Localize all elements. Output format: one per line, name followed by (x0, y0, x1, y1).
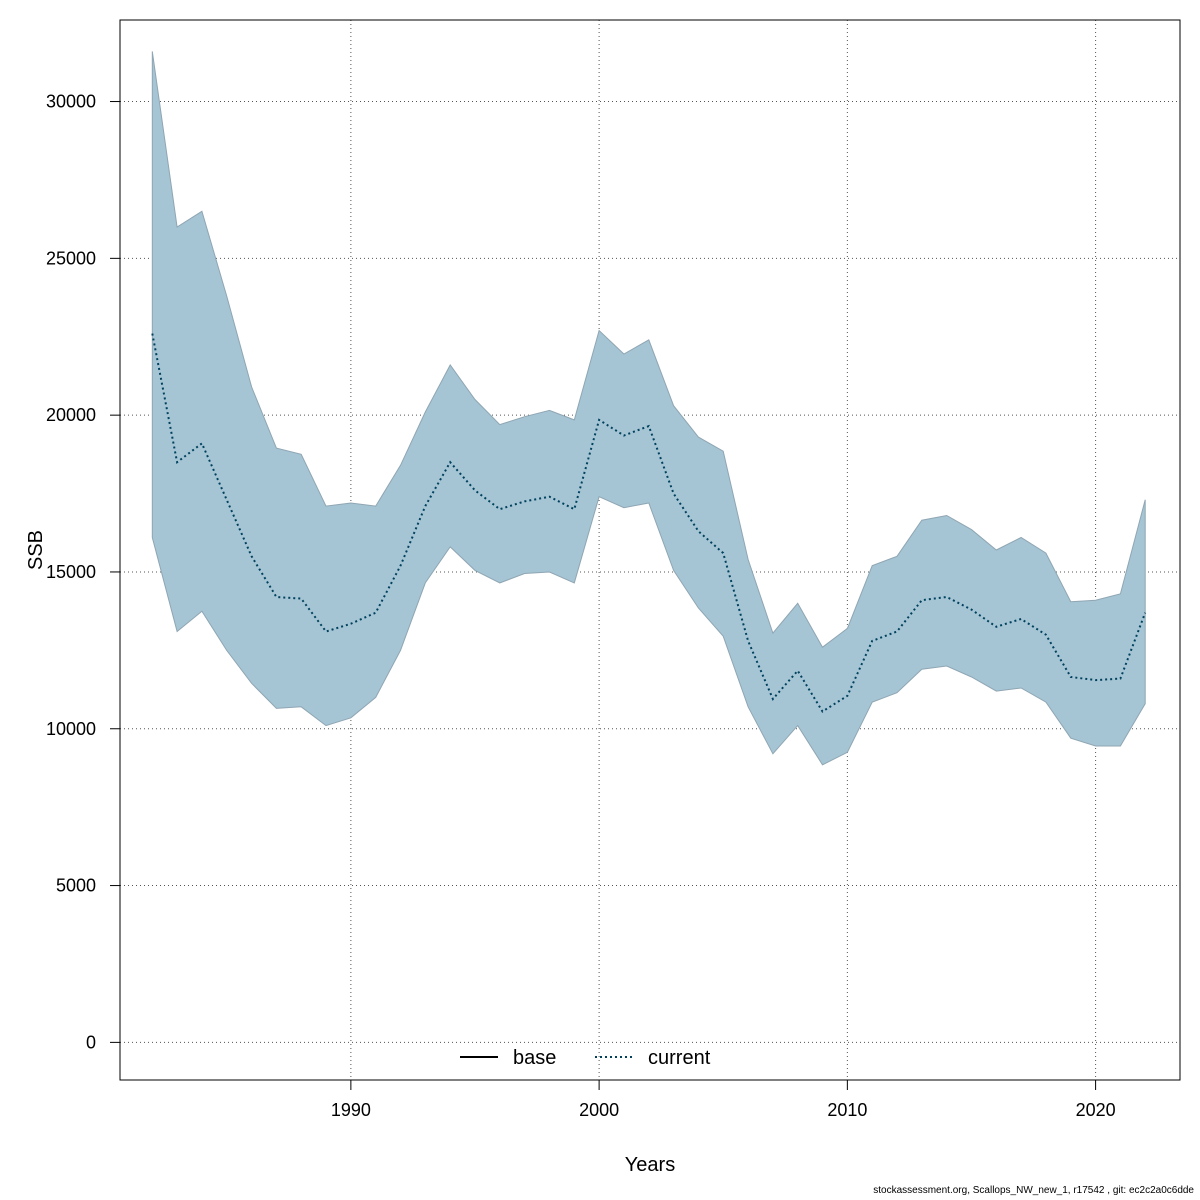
x-tick-label-2020: 2020 (1076, 1100, 1116, 1120)
legend: base current (460, 1047, 711, 1069)
y-tick-label-20000: 20000 (46, 405, 96, 425)
x-axis-title: Years (625, 1154, 675, 1176)
y-axis-title: SSB (25, 530, 47, 570)
y-tick-label-10000: 10000 (46, 719, 96, 739)
y-tick-label-25000: 25000 (46, 248, 96, 268)
y-tick-label-30000: 30000 (46, 92, 96, 112)
confidence-band (151, 51, 1146, 766)
footer-credit: stockassessment.org, Scallops_NW_new_1, … (873, 1185, 1194, 1196)
y-tick-label-15000: 15000 (46, 562, 96, 582)
series-lines (151, 333, 1147, 713)
y-tick-label-0: 0 (86, 1032, 96, 1052)
legend-label-base: base (513, 1047, 556, 1069)
x-tick-label-2000: 2000 (579, 1100, 619, 1120)
series-line-current (151, 333, 1147, 713)
x-tick-label-1990: 1990 (331, 1100, 371, 1120)
x-tick-label-2010: 2010 (827, 1100, 867, 1120)
y-tick-label-5000: 5000 (56, 876, 96, 896)
y-axis: 0 5000 10000 15000 20000 25000 30000 (46, 92, 120, 1052)
x-axis: 1990 2000 2010 2020 (331, 1080, 1116, 1120)
plot-frame (119, 19, 1181, 1081)
legend-label-current: current (648, 1047, 711, 1069)
